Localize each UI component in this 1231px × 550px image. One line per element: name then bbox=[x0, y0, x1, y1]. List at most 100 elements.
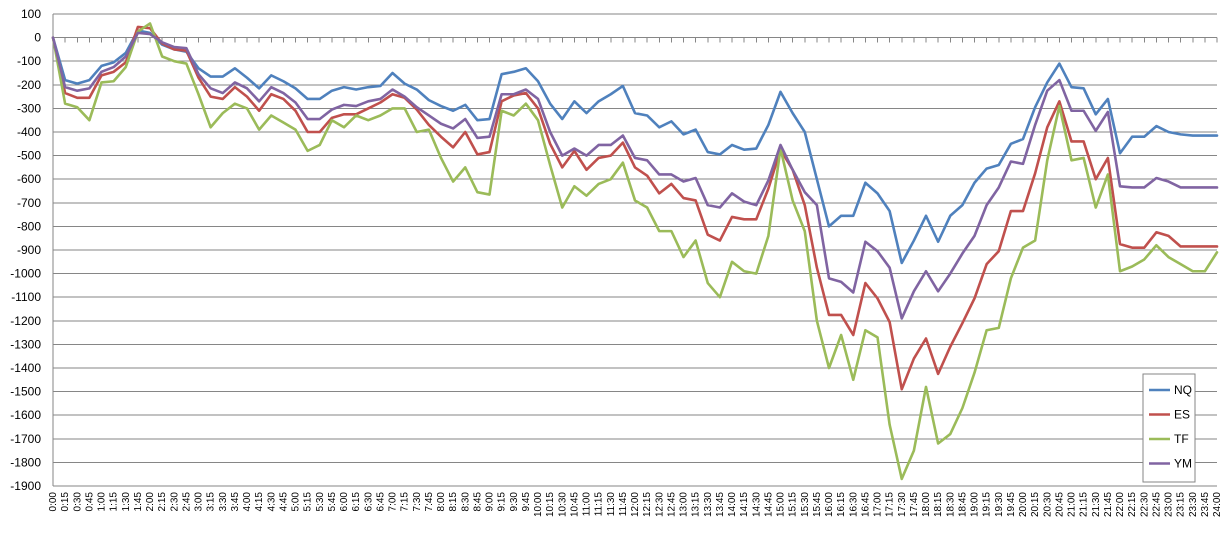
x-tick-label: 17:15 bbox=[885, 492, 896, 517]
y-tick-label: -1100 bbox=[11, 290, 41, 304]
x-tick-label: 18:15 bbox=[933, 492, 944, 517]
x-tick-label: 7:30 bbox=[412, 492, 423, 512]
y-tick-label: -600 bbox=[17, 172, 41, 186]
y-tick-label: -1200 bbox=[10, 314, 41, 328]
x-tick-label: 8:15 bbox=[448, 492, 459, 512]
x-tick-label: 23:15 bbox=[1176, 492, 1187, 517]
x-tick-label: 6:45 bbox=[375, 492, 386, 512]
x-tick-label: 5:30 bbox=[315, 492, 326, 512]
y-tick-label: -1300 bbox=[10, 337, 41, 351]
legend-label-nq: NQ bbox=[1174, 383, 1192, 397]
x-tick-label: 4:30 bbox=[266, 492, 277, 512]
x-tick-label: 6:00 bbox=[339, 492, 350, 512]
x-tick-label: 7:00 bbox=[388, 492, 399, 512]
x-tick-label: 1:00 bbox=[97, 492, 108, 512]
x-tick-label: 23:45 bbox=[1200, 492, 1211, 517]
x-tick-label: 16:45 bbox=[860, 492, 871, 517]
x-tick-label: 4:45 bbox=[278, 492, 289, 512]
x-tick-label: 12:30 bbox=[654, 492, 665, 517]
x-tick-label: 5:15 bbox=[303, 492, 314, 512]
y-tick-label: -400 bbox=[17, 125, 41, 139]
x-tick-label: 9:30 bbox=[509, 492, 520, 512]
x-tick-label: 12:15 bbox=[642, 492, 653, 517]
x-tick-label: 9:00 bbox=[485, 492, 496, 512]
x-tick-label: 18:00 bbox=[921, 492, 932, 517]
x-tick-label: 23:30 bbox=[1188, 492, 1199, 517]
x-tick-label: 11:15 bbox=[594, 492, 605, 517]
y-tick-label: -900 bbox=[17, 243, 41, 257]
x-tick-label: 1:15 bbox=[109, 492, 120, 512]
x-tick-label: 4:15 bbox=[254, 492, 265, 512]
y-tick-label: -500 bbox=[17, 149, 41, 163]
x-tick-label: 1:30 bbox=[121, 492, 132, 512]
x-tick-label: 15:00 bbox=[776, 492, 787, 517]
x-tick-label: 19:30 bbox=[994, 492, 1005, 517]
x-tick-label: 20:15 bbox=[1030, 492, 1041, 517]
y-tick-label: -1900 bbox=[10, 479, 41, 493]
x-tick-label: 2:30 bbox=[169, 492, 180, 512]
x-tick-label: 10:00 bbox=[533, 492, 544, 517]
legend-label-es: ES bbox=[1174, 408, 1190, 422]
x-tick-label: 21:15 bbox=[1079, 492, 1090, 517]
x-tick-label: 7:45 bbox=[424, 492, 435, 512]
x-tick-label: 9:45 bbox=[521, 492, 532, 512]
x-tick-label: 3:30 bbox=[218, 492, 229, 512]
x-tick-label: 15:15 bbox=[788, 492, 799, 517]
x-tick-label: 8:30 bbox=[460, 492, 471, 512]
y-axis: 100 0 -100 -200 -300 -400 -500 -600 -700 -800 -900… bbox=[10, 7, 54, 493]
gridlines bbox=[53, 13, 1217, 487]
x-tick-label: 15:45 bbox=[812, 492, 823, 517]
x-tick-label: 8:45 bbox=[472, 492, 483, 512]
y-tick-label: -700 bbox=[17, 196, 41, 210]
x-tick-label: 20:30 bbox=[1042, 492, 1053, 517]
x-tick-label: 3:15 bbox=[206, 492, 217, 512]
legend-label-ym: YM bbox=[1174, 457, 1192, 471]
x-tick-label: 22:15 bbox=[1127, 492, 1138, 517]
x-tick-label: 2:15 bbox=[157, 492, 168, 512]
x-tick-label: 19:00 bbox=[970, 492, 981, 517]
x-tick-label: 0:30 bbox=[72, 492, 83, 512]
x-tick-label: 20:00 bbox=[1018, 492, 1029, 517]
x-tick-label: 5:00 bbox=[291, 492, 302, 512]
x-tick-label: 10:45 bbox=[569, 492, 580, 517]
y-tick-label: -1700 bbox=[10, 432, 41, 446]
y-tick-label: -300 bbox=[17, 101, 41, 115]
x-tick-label: 14:45 bbox=[763, 492, 774, 517]
x-tick-label: 13:15 bbox=[691, 492, 702, 517]
x-tick-label: 1:45 bbox=[133, 492, 144, 512]
x-tick-label: 0:00 bbox=[48, 492, 59, 512]
x-tick-label: 0:45 bbox=[84, 492, 95, 512]
x-tick-label: 2:00 bbox=[145, 492, 156, 512]
x-tick-label: 6:30 bbox=[363, 492, 374, 512]
x-tick-label: 15:30 bbox=[800, 492, 811, 517]
x-tick-label: 24:00 bbox=[1212, 492, 1223, 517]
x-axis: 0:00 0:15 0:30 0:45 1:00 1:15 1:30 1:45 2:00 2:15… bbox=[48, 37, 1223, 517]
x-tick-label: 21:00 bbox=[1067, 492, 1078, 517]
x-tick-label: 17:30 bbox=[897, 492, 908, 517]
x-tick-label: 16:30 bbox=[848, 492, 859, 517]
y-tick-label: 0 bbox=[34, 31, 41, 45]
series-line-tf bbox=[51, 22, 1219, 481]
y-tick-label: -1800 bbox=[10, 455, 41, 469]
x-tick-label: 17:00 bbox=[873, 492, 884, 517]
x-tick-label: 12:00 bbox=[630, 492, 641, 517]
series-line-ym bbox=[51, 31, 1219, 320]
y-tick-label: -1400 bbox=[10, 361, 41, 375]
y-tick-label: 100 bbox=[21, 7, 41, 21]
x-tick-label: 10:15 bbox=[545, 492, 556, 517]
x-tick-label: 16:15 bbox=[836, 492, 847, 517]
x-tick-label: 10:30 bbox=[557, 492, 568, 517]
legend: NQ ES TF YM bbox=[1142, 373, 1196, 483]
x-tick-label: 21:45 bbox=[1103, 492, 1114, 517]
x-tick-label: 18:45 bbox=[957, 492, 968, 517]
x-tick-label: 20:45 bbox=[1054, 492, 1065, 517]
y-tick-label: -200 bbox=[17, 78, 41, 92]
series-line-es bbox=[51, 25, 1219, 391]
x-tick-label: 11:00 bbox=[582, 492, 593, 517]
x-tick-label: 17:45 bbox=[909, 492, 920, 517]
y-tick-label: -800 bbox=[17, 219, 41, 233]
x-tick-label: 21:30 bbox=[1091, 492, 1102, 517]
x-tick-label: 6:15 bbox=[351, 492, 362, 512]
x-tick-label: 4:00 bbox=[242, 492, 253, 512]
